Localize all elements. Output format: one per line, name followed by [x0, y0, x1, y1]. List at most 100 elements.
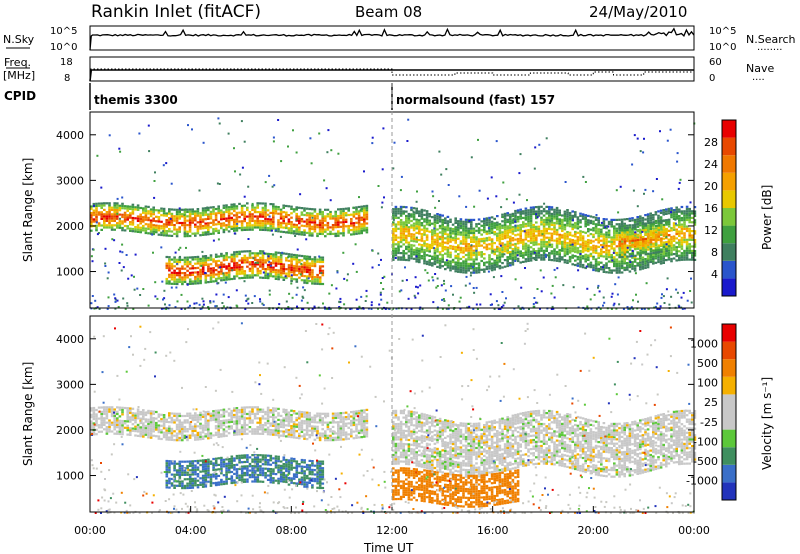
power-cell: [470, 271, 473, 274]
velocity-cell: [157, 415, 161, 418]
power-cell: [160, 209, 163, 212]
power-cell: [313, 260, 317, 263]
power-cell: [243, 228, 246, 231]
power-cell: [509, 224, 512, 227]
power-cell: [222, 265, 226, 268]
power-cell: [470, 221, 473, 224]
power-cell: [436, 228, 439, 231]
power-cell: [459, 249, 463, 252]
power-cell: [311, 212, 314, 215]
power-cell: [472, 287, 475, 289]
power-cell: [168, 273, 171, 276]
velocity-cell: [142, 426, 145, 429]
power-cell: [103, 213, 106, 216]
power-cell: [607, 271, 611, 274]
power-cell: [534, 146, 537, 149]
power-cell: [415, 240, 418, 243]
power-cell: [438, 257, 442, 260]
power-cell: [121, 222, 124, 225]
power-cell: [392, 252, 395, 255]
power-cell: [647, 307, 650, 310]
power-cell: [529, 215, 533, 218]
power-cell: [680, 236, 684, 239]
power-cell: [605, 227, 608, 230]
power-cell: [269, 270, 273, 273]
power-cell: [147, 210, 150, 213]
power-cell: [261, 259, 265, 262]
power-cell: [243, 272, 247, 275]
power-cell: [490, 216, 494, 219]
power-cell: [610, 295, 613, 298]
power-cell: [631, 241, 634, 244]
power-cell: [472, 227, 476, 230]
power-cell: [416, 190, 418, 193]
power-cell: [688, 236, 691, 239]
power-cell: [418, 225, 421, 228]
power-cell: [196, 277, 200, 280]
power-cell: [188, 267, 192, 270]
power-cell: [110, 217, 114, 220]
power-cell: [535, 243, 538, 246]
power-cell: [496, 245, 499, 248]
power-cell: [318, 228, 322, 231]
power-cell: [302, 296, 305, 299]
power-cell: [266, 220, 270, 223]
power-cell: [464, 245, 468, 248]
power-cell: [641, 247, 645, 250]
power-cell: [248, 263, 252, 266]
power-cell: [470, 256, 473, 259]
power-cell: [540, 221, 543, 224]
power-cell: [511, 226, 515, 229]
power-cell: [579, 253, 582, 255]
power-cell: [457, 253, 460, 256]
power-cell: [477, 240, 481, 243]
power-cell: [292, 253, 296, 257]
power-cell: [290, 232, 293, 235]
power-cell: [548, 236, 551, 239]
power-cell: [472, 249, 476, 252]
power-cell: [678, 259, 681, 262]
power-cell: [636, 223, 640, 226]
velocity-heatmap-cells: [90, 321, 697, 514]
power-cell: [597, 254, 600, 257]
power-cell: [592, 240, 595, 243]
power-cell: [511, 221, 515, 224]
velocity-cell: [103, 408, 106, 411]
power-cell: [626, 257, 629, 260]
power-cell: [160, 220, 163, 223]
power-cell: [636, 262, 639, 265]
power-cell: [209, 300, 212, 303]
power-cell: [563, 245, 567, 248]
power-cell: [472, 229, 476, 232]
power-cell: [579, 239, 582, 242]
power-cell: [97, 222, 101, 225]
velocity-cell: [152, 428, 155, 431]
power-cell: [318, 213, 322, 216]
power-cell: [618, 251, 622, 254]
power-cell: [199, 260, 202, 263]
power-cell: [672, 239, 676, 242]
power-cell: [641, 258, 645, 261]
power-cell: [493, 231, 496, 234]
power-cell: [121, 207, 124, 210]
power-cell: [527, 235, 530, 238]
power-cell: [392, 241, 395, 244]
power-cell: [179, 255, 181, 258]
power-cell: [187, 124, 189, 127]
power-cell: [240, 220, 244, 223]
power-cell: [352, 211, 356, 214]
power-cell: [392, 256, 395, 259]
power-cell: [261, 276, 265, 279]
power-cell: [269, 229, 272, 232]
power-cell: [214, 207, 218, 211]
power-cell: [152, 208, 155, 211]
power-cell: [598, 290, 601, 293]
velocity-cell: [121, 430, 124, 434]
power-cell: [660, 241, 663, 244]
power-cell: [412, 210, 415, 213]
power-cell: [363, 205, 366, 208]
power-cell: [235, 272, 239, 276]
power-cell: [253, 206, 257, 209]
power-cell: [667, 249, 671, 252]
power-cell: [214, 253, 218, 256]
